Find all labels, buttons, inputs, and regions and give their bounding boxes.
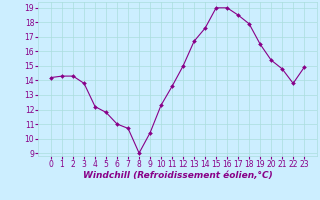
X-axis label: Windchill (Refroidissement éolien,°C): Windchill (Refroidissement éolien,°C) xyxy=(83,171,272,180)
